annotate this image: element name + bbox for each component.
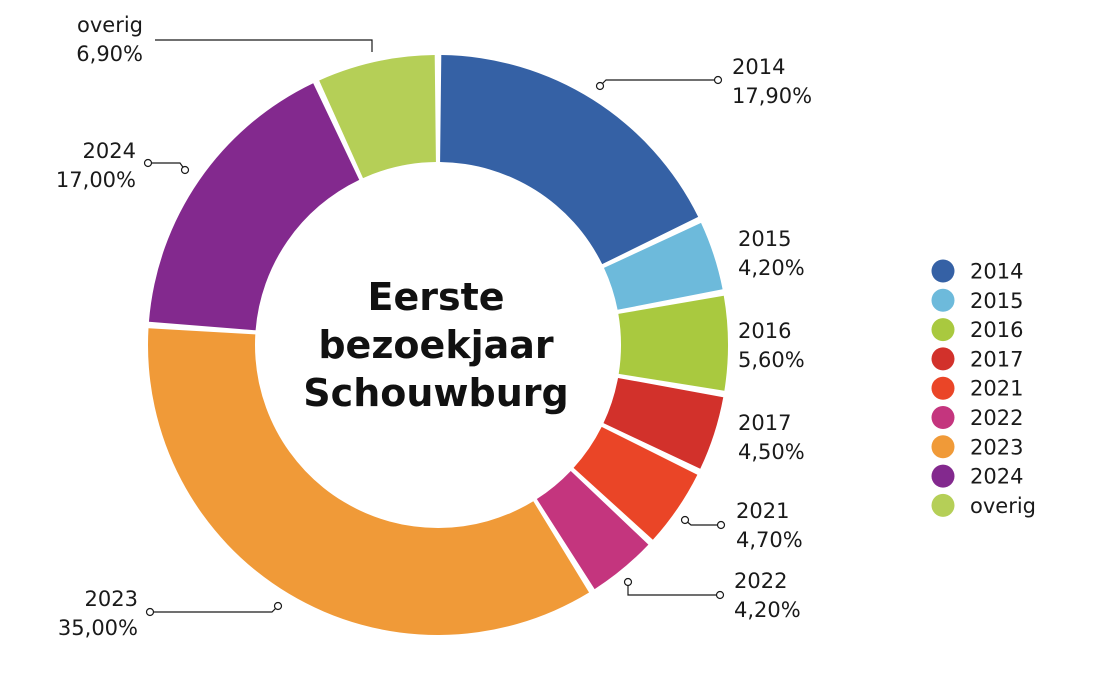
slice-label-value-2015: 4,20% — [738, 256, 805, 280]
slice-label-value-2024: 17,00% — [56, 168, 136, 192]
slice-label-name-2014: 2014 — [732, 55, 785, 79]
legend-swatch-overig — [931, 493, 955, 517]
legend-label-2015: 2015 — [970, 289, 1023, 313]
slice-label-value-overig: 6,90% — [76, 42, 143, 66]
donut-slices — [148, 55, 729, 635]
leader-line-2023 — [150, 605, 279, 613]
slice-label-value-2022: 4,20% — [734, 598, 801, 622]
legend-swatch-2017 — [931, 347, 955, 371]
slice-overig — [319, 55, 436, 179]
leader-dot-2014-end — [713, 75, 723, 85]
slice-2017 — [603, 377, 724, 469]
leader-dot-2023-end — [145, 607, 155, 617]
chart-title-line-2: bezoekjaar — [318, 323, 554, 367]
legend-swatch-2024 — [931, 464, 955, 488]
slice-label-name-2015: 2015 — [738, 227, 791, 251]
slice-label-name-2024: 2024 — [83, 139, 136, 163]
legend-label-2017: 2017 — [970, 347, 1023, 371]
legend-swatch-2021 — [931, 376, 955, 400]
legend-label-2016: 2016 — [970, 318, 1023, 342]
slice-2016 — [618, 295, 729, 391]
slice-2023 — [148, 328, 590, 635]
slice-labels: 2014 17,90% 2015 4,20% 2016 5,60% 2017 4,50% 202… — [56, 13, 812, 640]
slice-label-name-overig: overig — [77, 13, 143, 37]
slice-label-name-2021: 2021 — [736, 499, 789, 523]
slice-label-value-2016: 5,60% — [738, 348, 805, 372]
slice-label-value-2021: 4,70% — [736, 528, 803, 552]
leader-line-2014 — [599, 79, 718, 87]
slice-label-name-2022: 2022 — [734, 569, 787, 593]
leader-dot-2022-start — [623, 577, 633, 587]
slice-label-value-2017: 4,50% — [738, 440, 805, 464]
slice-label-name-2016: 2016 — [738, 319, 791, 343]
leader-dot-2021-end — [716, 520, 726, 530]
slice-label-value-2023: 35,00% — [58, 616, 138, 640]
leader-line-2022 — [627, 582, 720, 596]
slice-label-name-2017: 2017 — [738, 411, 791, 435]
slice-2024 — [148, 83, 360, 331]
leader-dot-2023-start — [273, 601, 283, 611]
legend-swatch-2016 — [931, 318, 955, 342]
legend-label-2014: 2014 — [970, 260, 1023, 284]
leader-line-overig — [155, 39, 373, 52]
slice-label-name-2023: 2023 — [85, 587, 138, 611]
legend-swatch-2015 — [931, 288, 955, 312]
leader-dot-2014-start — [595, 81, 605, 91]
chart-title: Eerste bezoekjaar Schouwburg — [303, 275, 568, 415]
leader-lines — [143, 39, 726, 617]
slice-2022 — [536, 470, 649, 590]
slice-2021 — [573, 426, 698, 540]
leader-line-2024 — [148, 162, 186, 171]
legend-label-2023: 2023 — [970, 435, 1023, 459]
leader-dot-2021-start — [680, 515, 690, 525]
legend-label-2022: 2022 — [970, 406, 1023, 430]
leader-dot-2024-start — [180, 165, 190, 175]
leader-dot-2022-end — [715, 590, 725, 600]
legend-swatch-2014 — [931, 259, 955, 283]
legend-label-2021: 2021 — [970, 377, 1023, 401]
leader-line-2021 — [684, 519, 721, 526]
legend-swatch-2022 — [931, 406, 955, 429]
slice-2014 — [440, 55, 699, 265]
legend-label-overig: overig — [970, 494, 1036, 518]
slice-label-value-2014: 17,90% — [732, 84, 812, 108]
slice-2015 — [603, 222, 723, 310]
legend: 2014 2015 2016 2017 2021 2022 2023 2024 overig — [931, 259, 1036, 518]
legend-label-2024: 2024 — [970, 465, 1023, 489]
chart-title-line-3: Schouwburg — [303, 371, 568, 415]
chart-title-line-1: Eerste — [367, 275, 504, 319]
legend-swatch-2023 — [931, 435, 955, 459]
leader-dot-2024-end — [143, 158, 153, 168]
